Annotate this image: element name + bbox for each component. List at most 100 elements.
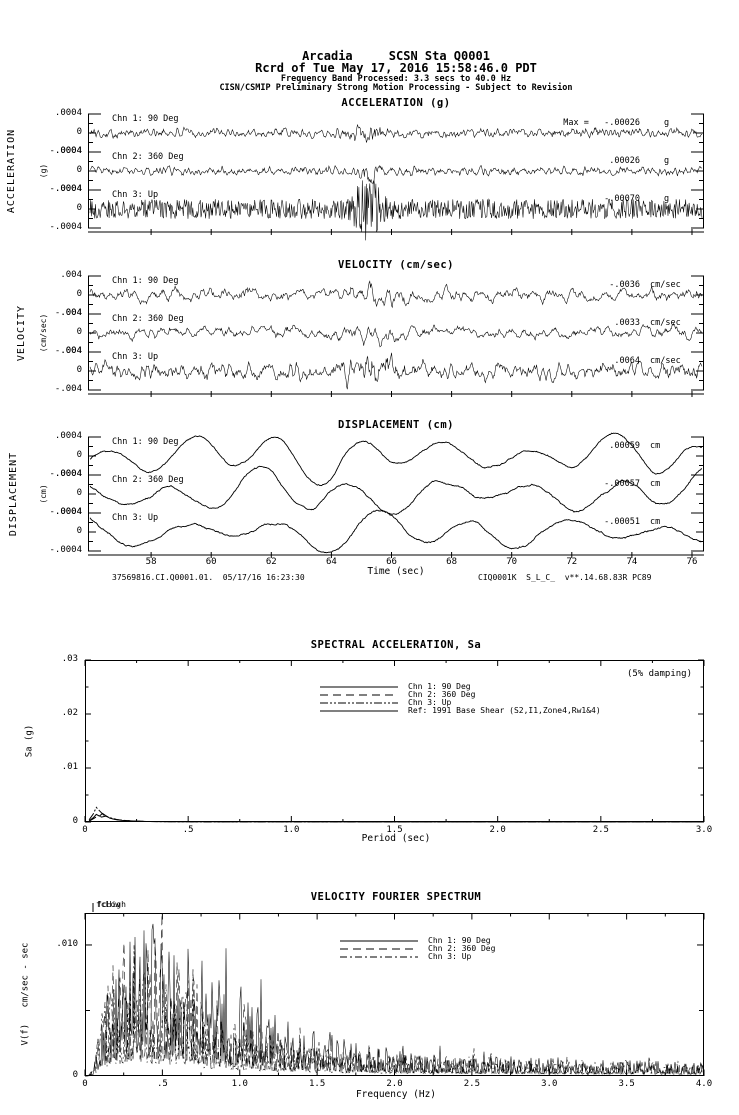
y-tick-label: .0004 <box>54 146 82 156</box>
y-tick-label: 0 <box>76 488 82 498</box>
velocity-title: VELOCITY (cm/sec) <box>338 259 454 271</box>
time-tick-label: 70 <box>506 557 518 567</box>
sa-x-axis-label: Period (sec) <box>361 833 431 844</box>
legend-label: Ref: 1991 Base Shear (S2,I1,Zone4,Rw1&4) <box>408 706 601 715</box>
sa-title: SPECTRAL ACCELERATION, Sa <box>310 639 482 651</box>
sa-y-axis-label: Sa (g) <box>24 724 35 758</box>
sa-y-tick-label: .02 <box>61 708 78 718</box>
acceleration-title: ACCELERATION (g) <box>341 97 451 109</box>
legend-label: Chn 2: 360 Deg <box>428 944 496 953</box>
sa-plot <box>84 659 705 823</box>
y-tick-label: -.0004 <box>49 545 82 555</box>
sa-x-tick-label: 3.0 <box>695 825 713 835</box>
legend-line-sample <box>320 694 398 696</box>
fourier-x-tick-label: 0 <box>82 1079 88 1089</box>
fc-high-marker-label: fcHigh <box>97 900 126 909</box>
channel-label: Chn 1: 90 Deg <box>112 114 179 124</box>
fourier-x-tick-label: 4.0 <box>695 1079 713 1089</box>
damping-annotation: (5% damping) <box>626 669 692 679</box>
displacement-side-label: DISPLACEMENT <box>8 451 19 537</box>
y-tick-label: -.0004 <box>49 222 82 232</box>
fourier-x-tick-label: .5 <box>156 1079 168 1089</box>
record-id-footer: 37569816.CI.Q0001.01. 05/17/16 16:23:30 <box>112 573 305 582</box>
peak-value: -.0036 <box>609 280 640 290</box>
legend-row: Chn 3: Up <box>320 699 601 707</box>
fourier-x-tick-label: 1.0 <box>231 1079 248 1089</box>
fc-low-marker-label: fcLow <box>96 900 121 909</box>
y-tick-label: -.0004 <box>49 469 82 479</box>
acceleration-waveform-plot <box>88 113 704 241</box>
time-tick-label: 66 <box>386 557 397 567</box>
legend-line-sample <box>320 702 398 704</box>
peak-unit: cm/sec <box>650 318 681 328</box>
peak-value: .00026 <box>609 156 640 166</box>
channel-label: Chn 2: 360 Deg <box>112 475 184 485</box>
fourier-legend: Chn 1: 90 Deg Chn 2: 360 Deg Chn 3: Up <box>340 937 495 961</box>
legend-line-sample <box>320 710 398 712</box>
peak-unit: cm <box>650 517 661 527</box>
legend-label: Chn 2: 360 Deg <box>408 690 476 699</box>
channel-label: Chn 1: 90 Deg <box>112 437 179 447</box>
peak-value: -.00070 <box>604 194 640 204</box>
peak-unit: g <box>664 118 670 128</box>
acceleration-group: ACCELERATION (g) Chn 1: 90 Deg Chn 2: 36… <box>0 109 739 244</box>
sa-y-tick-label: 0 <box>72 816 78 826</box>
y-tick-label: -.004 <box>54 346 82 356</box>
legend-row: Chn 1: 90 Deg <box>340 937 495 945</box>
y-tick-label: .0004 <box>54 469 82 479</box>
time-tick-label: 68 <box>446 557 457 567</box>
legend-label: Chn 3: Up <box>408 698 452 707</box>
time-axis-label: Time (sec) <box>367 566 425 577</box>
channel-label: Chn 2: 360 Deg <box>112 152 184 162</box>
y-tick-label: 0 <box>76 526 82 536</box>
legend-line-sample <box>320 686 398 688</box>
peak-value: .00059 <box>609 441 640 451</box>
legend-line-sample <box>340 956 418 958</box>
sa-legend: Chn 1: 90 Deg Chn 2: 360 Deg Chn 3: Up R… <box>320 683 601 715</box>
fourier-x-tick-label: 3.0 <box>541 1079 558 1089</box>
fourier-x-axis-label: Frequency (Hz) <box>355 1089 437 1100</box>
y-tick-label: 0 <box>76 327 82 337</box>
time-tick-label: 76 <box>686 557 698 567</box>
fourier-y-tick-label: .010 <box>56 938 78 949</box>
frequency-band-line: Frequency Band Processed: 3.3 secs to 40… <box>280 74 512 84</box>
y-tick-label: .0004 <box>54 184 82 194</box>
fourier-x-tick-label: 2.5 <box>463 1079 480 1089</box>
velocity-waveform-plot <box>88 275 704 397</box>
peak-value: Max = -.00026 <box>563 118 640 128</box>
y-tick-label: .004 <box>60 346 82 356</box>
displacement-title: DISPLACEMENT (cm) <box>338 419 454 431</box>
processing-id-footer: CIQ0001K S_L_C_ v**.14.68.83R PC89 <box>478 573 652 582</box>
time-tick-label: 60 <box>205 557 217 567</box>
sa-x-tick-label: 2.0 <box>489 825 506 835</box>
sa-x-tick-label: 1.5 <box>386 825 403 835</box>
sa-x-tick-label: 2.5 <box>592 825 609 835</box>
y-tick-label: .0004 <box>54 108 82 118</box>
disclaimer-line: CISN/CSMIP Preliminary Strong Motion Pro… <box>219 83 573 93</box>
channel-label: Chn 3: Up <box>112 513 159 523</box>
channel-label: Chn 3: Up <box>112 190 159 200</box>
peak-unit: cm <box>650 479 661 489</box>
legend-row: Chn 3: Up <box>340 953 495 961</box>
y-tick-label: -.0004 <box>49 507 82 517</box>
legend-line-sample <box>340 948 418 950</box>
fourier-x-tick-label: 1.5 <box>308 1079 326 1089</box>
fourier-title: VELOCITY FOURIER SPECTRUM <box>310 891 482 903</box>
time-tick-label: 64 <box>325 557 337 567</box>
y-tick-label: 0 <box>76 289 82 299</box>
fourier-y-tick-label: 0 <box>72 1070 78 1080</box>
y-tick-label: .004 <box>60 270 82 280</box>
fourier-y-axis-label: V(f) cm/sec - sec <box>20 942 31 1046</box>
y-tick-label: -.004 <box>54 308 82 318</box>
channel-label: Chn 1: 90 Deg <box>112 276 179 286</box>
time-tick-label: 58 <box>145 557 157 567</box>
peak-unit: g <box>664 156 670 166</box>
fourier-x-tick-label: 3.5 <box>618 1079 635 1089</box>
peak-value: -.00057 <box>604 479 640 489</box>
legend-label: Chn 1: 90 Deg <box>428 936 491 945</box>
y-tick-label: 0 <box>76 165 82 175</box>
time-tick-label: 72 <box>566 557 578 567</box>
fourier-x-tick-label: 2.0 <box>386 1079 403 1089</box>
record-time-line: Rcrd of Tue May 17, 2016 15:58:46.0 PDT <box>255 61 537 75</box>
y-tick-label: 0 <box>76 365 82 375</box>
